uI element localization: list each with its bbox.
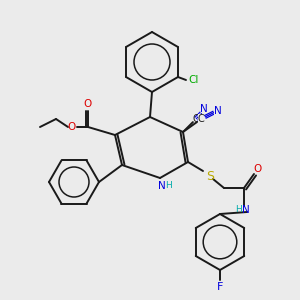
Text: O: O	[254, 164, 262, 174]
Text: N: N	[158, 181, 166, 191]
Text: H: H	[236, 206, 242, 214]
Text: F: F	[217, 282, 223, 292]
Text: H: H	[166, 182, 172, 190]
Text: C: C	[198, 114, 204, 124]
Text: S: S	[206, 169, 214, 182]
Text: C: C	[193, 114, 199, 124]
Text: N: N	[200, 104, 208, 114]
Text: O: O	[68, 122, 76, 132]
Text: N: N	[214, 106, 222, 116]
Text: O: O	[84, 99, 92, 109]
Text: N: N	[242, 205, 250, 215]
Text: Cl: Cl	[189, 75, 199, 85]
